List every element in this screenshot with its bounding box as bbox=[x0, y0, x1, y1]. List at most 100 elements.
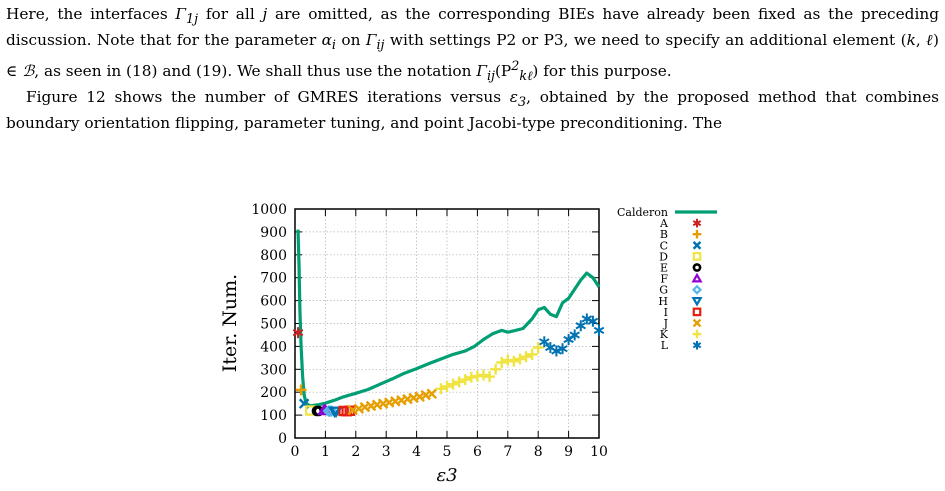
marker-stroke bbox=[543, 338, 550, 343]
text-segment: 1j bbox=[186, 12, 199, 28]
data-point bbox=[692, 284, 702, 295]
legend-label: B bbox=[660, 228, 668, 241]
data-point bbox=[539, 336, 550, 348]
y-tick-label: 500 bbox=[260, 317, 287, 333]
text-segment: kℓ bbox=[519, 69, 533, 85]
marker-stroke bbox=[586, 315, 593, 320]
legend-label: L bbox=[661, 339, 669, 352]
y-axis-label: Iter. Num. bbox=[219, 274, 241, 372]
x-tick-label: 4 bbox=[412, 444, 421, 460]
data-point bbox=[692, 218, 702, 228]
text-segment: ℓ bbox=[926, 31, 934, 50]
y-tick-label: 300 bbox=[260, 362, 287, 378]
data-point bbox=[587, 315, 599, 327]
legend-label: D bbox=[659, 250, 668, 263]
text-segment: Here, the interfaces bbox=[6, 5, 176, 23]
marker-stroke bbox=[297, 329, 304, 334]
data-point bbox=[325, 405, 338, 417]
data-point bbox=[526, 348, 538, 360]
text-segment: for all bbox=[198, 5, 263, 23]
x-tick-label: 6 bbox=[473, 444, 482, 460]
data-point bbox=[295, 384, 307, 396]
text-segment: ) ∈ bbox=[6, 31, 939, 81]
legend-label: H bbox=[658, 295, 668, 308]
data-point bbox=[477, 369, 489, 381]
data-point bbox=[593, 324, 605, 336]
legend-label: J bbox=[663, 317, 668, 330]
data-point bbox=[581, 313, 593, 325]
text-segment: Figure 12 shows the number of GMRES iter… bbox=[26, 88, 510, 107]
text-segment: with settings P2 or P3, we need to speci… bbox=[384, 31, 907, 50]
x-tick-label: 1 bbox=[321, 444, 330, 460]
marker-stroke bbox=[692, 318, 702, 328]
data-point bbox=[557, 343, 568, 355]
data-point bbox=[692, 340, 702, 350]
series-b bbox=[295, 384, 307, 396]
text-segment: ) for this purpose. bbox=[532, 62, 672, 81]
marker-stroke bbox=[562, 345, 568, 350]
series-line-calderon bbox=[296, 229, 601, 408]
text-segment: ℬ bbox=[22, 62, 35, 81]
text-segment: (P bbox=[494, 62, 512, 81]
data-point bbox=[514, 353, 526, 365]
series-k bbox=[435, 342, 544, 395]
series-j bbox=[347, 388, 438, 416]
legend-label: C bbox=[660, 239, 668, 252]
data-point bbox=[692, 263, 702, 272]
x-axis-label-text: ε3 bbox=[436, 465, 457, 486]
y-tick-label: 1000 bbox=[251, 202, 287, 218]
chart-grid bbox=[295, 209, 599, 438]
text-segment: 2 bbox=[511, 59, 520, 75]
data-point bbox=[691, 272, 703, 283]
text-segment: α bbox=[321, 31, 332, 50]
data-point bbox=[692, 307, 702, 317]
y-tick-label: 100 bbox=[260, 408, 287, 424]
series-a bbox=[292, 327, 304, 339]
x-tick-labels: 0 1 2 3 4 5 6 7 8 9 10 bbox=[291, 444, 608, 460]
text-segment: are omitted, as the corresponding BIEs h… bbox=[6, 5, 939, 50]
data-point bbox=[447, 378, 459, 390]
y-tick-label: 200 bbox=[260, 385, 287, 401]
y-tick-label: 400 bbox=[260, 339, 287, 355]
paragraph-1: Here, the interfaces Γ1j for all j are o… bbox=[6, 4, 939, 87]
text-segment: k bbox=[906, 31, 916, 50]
data-point bbox=[691, 296, 703, 307]
y-tick-label: 0 bbox=[278, 431, 287, 447]
legend-label: I bbox=[664, 306, 668, 319]
text-segment: , bbox=[915, 31, 927, 50]
data-point bbox=[569, 329, 580, 341]
y-tick-label: 900 bbox=[260, 225, 287, 241]
text-segment: 3 bbox=[518, 95, 527, 111]
data-point bbox=[692, 229, 702, 239]
data-point bbox=[484, 371, 496, 383]
legend-label: F bbox=[660, 273, 668, 286]
data-point bbox=[692, 318, 702, 328]
marker-stroke bbox=[696, 220, 702, 224]
x-tick-label: 2 bbox=[351, 444, 360, 460]
data-point bbox=[329, 406, 343, 419]
data-point bbox=[459, 374, 471, 386]
data-point bbox=[292, 327, 304, 339]
marker-stroke bbox=[555, 347, 562, 352]
data-point bbox=[453, 376, 465, 388]
data-point bbox=[520, 351, 532, 363]
legend-label: A bbox=[659, 217, 669, 230]
data-point bbox=[692, 252, 702, 261]
marker-stroke bbox=[574, 331, 580, 336]
marker-stroke bbox=[353, 403, 365, 414]
data-point bbox=[426, 388, 438, 400]
data-point bbox=[435, 383, 447, 395]
y-tick-labels: 0 100 200 300 400 500 600 700 800 900 1000 bbox=[251, 202, 287, 447]
data-point bbox=[575, 320, 587, 332]
data-point bbox=[545, 342, 556, 354]
marker-stroke bbox=[692, 241, 702, 250]
data-point bbox=[490, 363, 502, 375]
marker-stroke bbox=[580, 322, 587, 327]
marker-stroke bbox=[592, 317, 599, 323]
text-segment: ij bbox=[486, 69, 495, 85]
data-series bbox=[292, 229, 605, 419]
legend-label: K bbox=[660, 328, 669, 341]
x-tick-label: 5 bbox=[443, 444, 452, 460]
text-segment: on bbox=[335, 31, 366, 50]
x-tick-label: 7 bbox=[503, 444, 512, 460]
